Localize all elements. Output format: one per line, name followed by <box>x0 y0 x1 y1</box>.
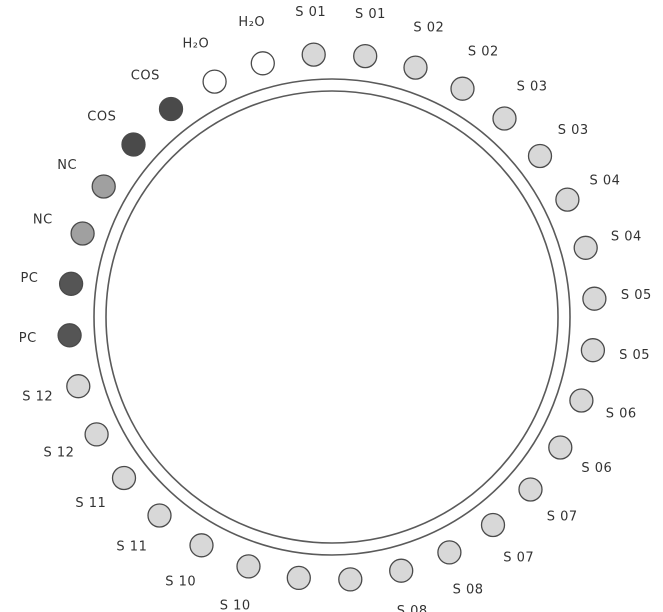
tube-position-7 <box>555 187 580 212</box>
tube-position-11 <box>569 388 594 413</box>
tube-label-27: NC <box>33 213 53 228</box>
tube-label-1: S 01 <box>295 5 326 20</box>
tube-position-31 <box>202 69 227 94</box>
tube-position-17 <box>338 567 363 592</box>
tube-label-10: S 05 <box>619 348 650 363</box>
tube-position-29 <box>121 132 146 157</box>
tube-position-21 <box>147 503 172 528</box>
tube-label-12: S 06 <box>581 461 612 476</box>
tube-label-4: S 02 <box>468 45 499 60</box>
tube-label-11: S 06 <box>606 406 637 421</box>
tube-label-15: S 08 <box>453 583 484 598</box>
rotor-inner-ring <box>105 90 559 544</box>
tube-label-5: S 03 <box>517 79 548 94</box>
tube-label-26: PC <box>20 271 38 286</box>
tube-position-2 <box>353 43 378 69</box>
tube-position-9 <box>582 286 607 311</box>
tube-position-32 <box>250 51 275 76</box>
tube-position-18 <box>286 565 311 591</box>
tube-label-7: S 04 <box>590 173 621 188</box>
tube-label-14: S 07 <box>503 551 534 566</box>
tube-positions <box>57 42 607 592</box>
tube-position-24 <box>66 374 91 399</box>
tube-label-9: S 05 <box>621 288 652 303</box>
tube-position-20 <box>189 533 214 558</box>
tube-label-3: S 02 <box>413 20 444 35</box>
tube-position-6 <box>527 143 553 169</box>
tube-position-19 <box>236 554 261 579</box>
tube-position-30 <box>158 96 184 122</box>
tube-position-12 <box>548 435 573 460</box>
tube-label-16: S 08 <box>397 604 428 612</box>
tube-label-23: S 12 <box>44 446 75 461</box>
tube-position-10 <box>580 338 606 363</box>
tube-position-3 <box>403 55 428 80</box>
tube-label-29: COS <box>87 109 116 124</box>
tube-position-22 <box>111 465 137 491</box>
rotor-outer-ring <box>93 78 571 556</box>
tube-labels: S 01 S 01 S 02 S 02 S 03 S 03 S 04 S 04 S 05 S 05… <box>19 5 652 612</box>
tube-position-16 <box>389 558 414 583</box>
tube-position-5 <box>492 106 517 131</box>
tube-label-8: S 04 <box>611 229 642 244</box>
tube-position-14 <box>480 512 506 538</box>
tube-label-21: S 11 <box>116 540 147 555</box>
tube-position-26 <box>58 271 84 296</box>
tube-label-13: S 07 <box>547 510 578 525</box>
tube-label-31: H₂O <box>183 37 210 52</box>
tube-label-20: S 10 <box>165 574 196 589</box>
tube-label-24: S 12 <box>22 390 53 405</box>
tube-label-6: S 03 <box>558 123 589 138</box>
tube-position-13 <box>518 477 543 502</box>
tube-position-1 <box>301 42 326 67</box>
tube-label-25: PC <box>19 331 37 346</box>
tube-label-19: S 10 <box>220 599 251 612</box>
tube-position-25 <box>57 323 82 348</box>
tube-position-27 <box>70 221 95 246</box>
tube-position-23 <box>84 422 109 447</box>
tube-position-8 <box>573 235 598 260</box>
tube-position-28 <box>91 174 116 199</box>
tube-position-4 <box>450 76 475 101</box>
tube-label-30: COS <box>131 68 160 83</box>
tube-position-15 <box>437 540 462 565</box>
tube-label-28: NC <box>57 158 77 173</box>
tube-label-22: S 11 <box>75 496 106 511</box>
tube-label-32: H₂O <box>238 15 265 30</box>
tube-label-2: S 01 <box>355 7 386 22</box>
